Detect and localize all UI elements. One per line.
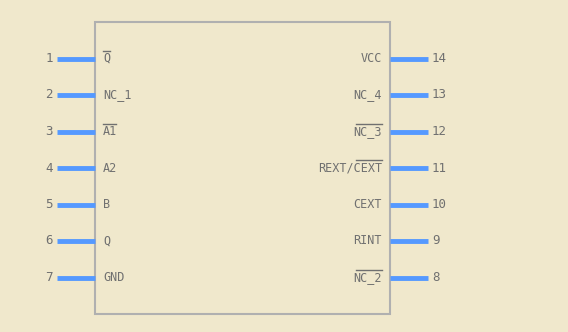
Text: RINT: RINT (353, 234, 382, 247)
Text: VCC: VCC (361, 52, 382, 65)
Text: REXT/CEXT: REXT/CEXT (318, 161, 382, 175)
Text: 2: 2 (45, 89, 53, 102)
Text: NC_2: NC_2 (353, 271, 382, 284)
Text: A1: A1 (103, 125, 117, 138)
Text: B: B (103, 198, 110, 211)
Text: NC_3: NC_3 (353, 125, 382, 138)
Text: A2: A2 (103, 161, 117, 175)
Text: 6: 6 (45, 234, 53, 247)
Text: 11: 11 (432, 161, 447, 175)
Text: 1: 1 (45, 52, 53, 65)
Text: 4: 4 (45, 161, 53, 175)
Text: 3: 3 (45, 125, 53, 138)
Text: 12: 12 (432, 125, 447, 138)
Text: 13: 13 (432, 89, 447, 102)
Text: 5: 5 (45, 198, 53, 211)
Text: 9: 9 (432, 234, 440, 247)
Text: GND: GND (103, 271, 124, 284)
Text: CEXT: CEXT (353, 198, 382, 211)
Bar (95, 22, 390, 314)
Text: NC_1: NC_1 (103, 89, 132, 102)
Text: NC_4: NC_4 (353, 89, 382, 102)
Text: Q: Q (103, 52, 110, 65)
Text: 7: 7 (45, 271, 53, 284)
Text: Q: Q (103, 234, 110, 247)
Text: 8: 8 (432, 271, 440, 284)
Text: 10: 10 (432, 198, 447, 211)
Text: 14: 14 (432, 52, 447, 65)
